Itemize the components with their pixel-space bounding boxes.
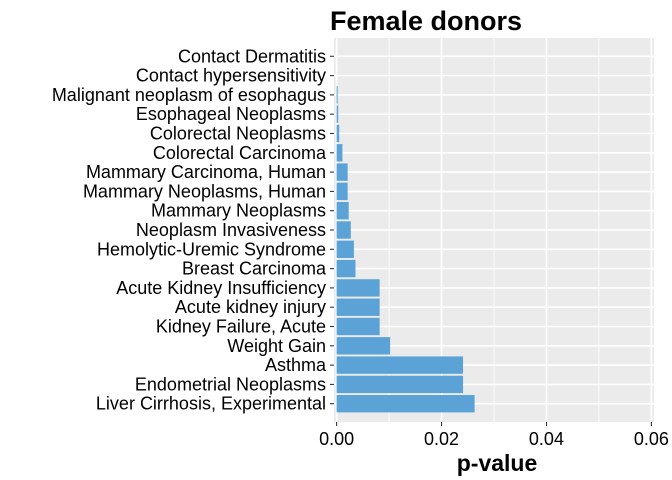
bar [336, 317, 380, 336]
category-label: Contact hypersensitivity [136, 66, 326, 86]
x-tick-label: 0.06 [634, 429, 669, 449]
bar [336, 356, 464, 374]
category-label: Hemolytic-Uremic Syndrome [97, 239, 326, 259]
bar [336, 259, 356, 278]
category-label: Weight Gain [227, 336, 326, 356]
category-label: Endometrial Neoplasms [135, 374, 326, 394]
bar [336, 221, 351, 239]
bar [336, 395, 475, 413]
bar [336, 202, 349, 220]
x-axis-ticks [336, 422, 652, 426]
category-label: Esophageal Neoplasms [136, 104, 326, 124]
category-label: Contact Dermatitis [178, 46, 326, 66]
bar [336, 144, 343, 162]
category-label: Acute Kidney Insufficiency [116, 278, 326, 298]
bar [336, 375, 464, 394]
bar [336, 182, 348, 201]
bar [336, 124, 340, 143]
category-label: Colorectal Neoplasms [150, 123, 326, 143]
bar [336, 337, 391, 355]
bar [336, 240, 354, 258]
major-gridlines [334, 38, 654, 422]
category-label: Neoplasm Invasiveness [136, 220, 326, 240]
x-tick-label: 0.02 [424, 429, 459, 449]
category-label: Kidney Failure, Acute [156, 317, 326, 337]
bar [336, 86, 338, 104]
category-label: Mammary Neoplasms, Human [83, 181, 326, 201]
category-label: Asthma [265, 355, 327, 375]
y-axis-ticks [330, 55, 334, 405]
category-label: Acute kidney injury [175, 297, 326, 317]
bar [336, 105, 339, 123]
category-label: Colorectal Carcinoma [153, 143, 327, 163]
category-label: Mammary Carcinoma, Human [86, 162, 326, 182]
chart-title: Female donors [330, 6, 522, 36]
category-label: Mammary Neoplasms [151, 201, 326, 221]
category-label: Breast Carcinoma [182, 259, 327, 279]
x-axis-title: p-value [457, 450, 538, 476]
x-tick-label: 0.00 [319, 429, 354, 449]
x-tick-label: 0.04 [529, 429, 564, 449]
bar [336, 298, 380, 316]
bars [336, 86, 475, 413]
bar [336, 279, 380, 297]
x-axis-labels: 0.00 0.02 0.04 0.06 [319, 429, 669, 449]
category-label: Malignant neoplasm of esophagus [52, 85, 326, 105]
bar [336, 163, 348, 181]
category-label: Liver Cirrhosis, Experimental [96, 394, 326, 414]
